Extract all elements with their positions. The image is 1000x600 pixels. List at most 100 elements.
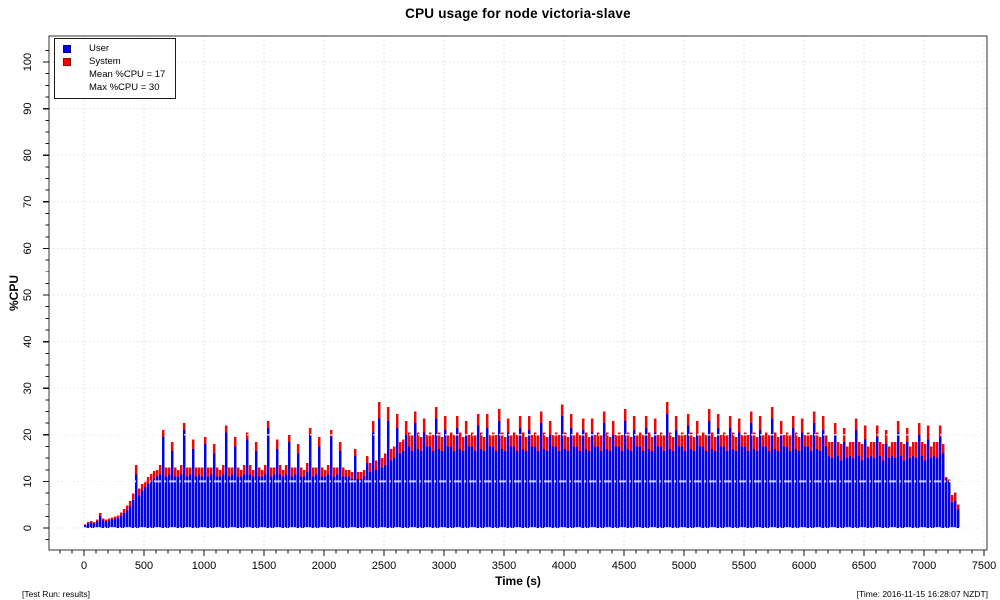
user-bar [279,474,282,528]
system-bar [480,432,483,449]
system-bar [828,441,831,456]
x-tick-label: 7500 [972,560,996,572]
user-bar [222,474,225,528]
system-bar [738,418,741,433]
user-bar [336,474,339,528]
system-bar [495,434,498,452]
system-bar [597,432,600,447]
system-bar [357,472,360,480]
system-bar [375,460,378,470]
system-bar [918,423,921,435]
user-bar [447,446,450,528]
user-bar [306,472,309,528]
system-bar [744,432,747,447]
system-bar [204,437,207,445]
system-bar [249,465,252,475]
user-bar [705,451,708,528]
user-bar [465,434,468,528]
system-bar [483,437,486,452]
user-bar [951,502,954,528]
user-bar [102,520,105,528]
user-bar [396,427,399,528]
legend-mean-row: Mean %CPU = 17 [55,68,175,81]
user-bar [738,432,741,528]
legend-item-user: User [55,42,175,55]
y-tick-label: 50 [22,289,34,301]
user-bar [882,460,885,528]
system-bar [666,402,669,414]
user-bar [654,432,657,528]
user-bar [723,446,726,528]
user-bar [183,430,186,528]
user-bar [144,486,147,528]
user-bar [582,430,585,528]
legend-swatch-system-icon [63,57,71,66]
system-bar [474,434,477,452]
system-bar [885,430,888,445]
system-bar [117,515,120,518]
system-bar [282,469,285,477]
system-bar [363,469,366,477]
user-bar [219,476,222,528]
user-bar [846,458,849,528]
user-bar [318,446,321,528]
system-bar [387,406,390,421]
system-bar [681,432,684,447]
user-bar [906,441,909,528]
user-bar [453,451,456,528]
system-bar [177,469,180,477]
user-bar [126,510,129,528]
user-bar [456,427,459,528]
system-bar [507,418,510,433]
system-bar [636,434,639,447]
user-bar [312,476,315,528]
user-bar [597,446,600,528]
system-bar [171,441,174,452]
system-bar [915,441,918,459]
user-bar [768,451,771,528]
user-bar [486,427,489,528]
user-bar [438,448,441,528]
user-bar [96,521,99,528]
y-tick-label: 90 [22,102,34,114]
system-bar [888,446,891,459]
user-bar [792,427,795,528]
system-bar [852,441,855,459]
system-bar [858,441,861,456]
system-bar [168,467,171,475]
system-bar [714,437,717,452]
x-tick-label: 1000 [192,560,216,572]
user-bar [258,476,261,528]
user-bar [861,460,864,528]
system-bar [324,469,327,477]
system-bar [624,409,627,421]
user-bar [399,453,402,528]
system-bar [957,504,960,510]
system-bar [810,434,813,452]
system-bar [462,437,465,452]
system-bar [516,434,519,452]
user-bar [591,432,594,528]
user-bar [885,444,888,528]
system-bar [564,432,567,449]
user-bar [366,462,369,528]
user-bar [132,500,135,528]
user-bar [426,446,429,528]
plot-border [48,35,988,551]
system-bar [390,448,393,461]
user-bar [489,446,492,528]
system-bar [876,425,879,438]
system-bar [561,404,564,417]
system-bar [762,434,765,447]
user-bar [159,474,162,528]
system-bar [492,432,495,447]
system-bar [447,434,450,447]
user-bar [261,476,264,528]
system-bar [405,420,408,435]
user-bar [600,451,603,528]
user-bar [354,455,357,528]
user-bar [147,484,150,528]
user-bar [948,481,951,528]
user-bar [750,423,753,528]
